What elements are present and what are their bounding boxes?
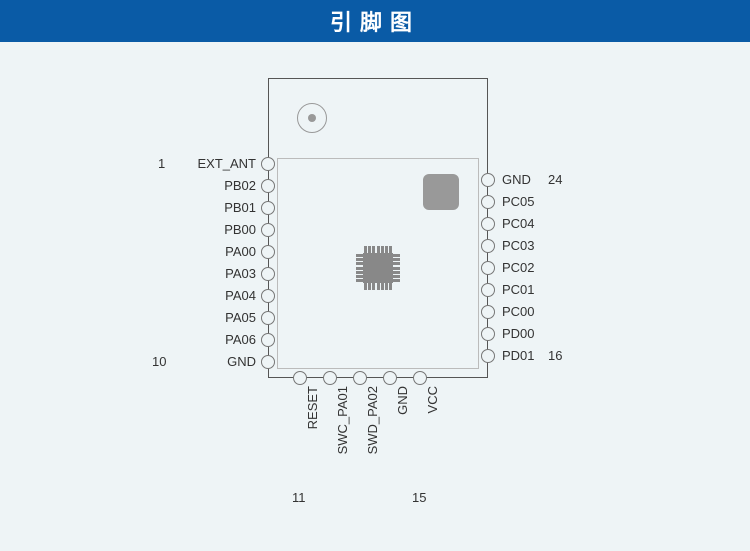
ic-pin [381, 246, 384, 253]
pin-nub-6 [261, 267, 275, 281]
pin-label-16: PD01 [502, 348, 535, 363]
pin-nub-14 [383, 371, 397, 385]
pin-label-21: PC03 [502, 238, 535, 253]
pin-nub-21 [481, 239, 495, 253]
pin-number-16: 16 [548, 348, 562, 363]
ic-pin [372, 246, 375, 253]
pin-nub-22 [481, 217, 495, 231]
ic-pin [372, 283, 375, 290]
pin-nub-12 [323, 371, 337, 385]
pin-label-24: GND [502, 172, 531, 187]
ic-pin [356, 258, 363, 261]
ic-pin [393, 254, 400, 257]
pin-nub-8 [261, 311, 275, 325]
ic-pin [385, 246, 388, 253]
pin-label-22: PC04 [502, 216, 535, 231]
ic-pin [393, 262, 400, 265]
pin-label-11: RESET [305, 386, 320, 458]
pin-number-1: 1 [158, 156, 165, 171]
ic-pin [356, 271, 363, 274]
pin-number-15: 15 [412, 490, 426, 505]
pin-nub-17 [481, 327, 495, 341]
pin-nub-3 [261, 201, 275, 215]
ic-pin [377, 246, 380, 253]
ic-pin [393, 271, 400, 274]
ic-pin [377, 283, 380, 290]
pin-label-5: PA00 [188, 244, 256, 259]
pin-nub-1 [261, 157, 275, 171]
pin-label-2: PB02 [188, 178, 256, 193]
pin-nub-18 [481, 305, 495, 319]
ic-pin [364, 283, 367, 290]
pin-nub-7 [261, 289, 275, 303]
antenna-dot [308, 114, 316, 122]
ic-pin [364, 246, 367, 253]
pin-label-8: PA05 [188, 310, 256, 325]
pin-nub-2 [261, 179, 275, 193]
pin-label-23: PC05 [502, 194, 535, 209]
ic-pin [356, 254, 363, 257]
pin-label-20: PC02 [502, 260, 535, 275]
pin-nub-20 [481, 261, 495, 275]
pin-label-10: GND [188, 354, 256, 369]
pin-nub-24 [481, 173, 495, 187]
pin-nub-16 [481, 349, 495, 363]
pin-number-10: 10 [152, 354, 166, 369]
shield-pad [423, 174, 459, 210]
ic-pin [356, 279, 363, 282]
ic-pin [368, 283, 371, 290]
pin-label-14: GND [395, 386, 410, 458]
ic-pin [356, 267, 363, 270]
pin-nub-4 [261, 223, 275, 237]
pin-label-6: PA03 [188, 266, 256, 281]
pin-nub-13 [353, 371, 367, 385]
ic-pin [356, 275, 363, 278]
pin-label-15: VCC [425, 386, 440, 458]
ic-pin [356, 262, 363, 265]
ic-pin [389, 246, 392, 253]
header: 引脚图 [0, 0, 750, 42]
pin-number-24: 24 [548, 172, 562, 187]
pin-nub-10 [261, 355, 275, 369]
ic-pin [393, 275, 400, 278]
ic-pin [393, 279, 400, 282]
ic-pin [389, 283, 392, 290]
pin-label-1: EXT_ANT [188, 156, 256, 171]
ic-pin [393, 267, 400, 270]
pin-nub-23 [481, 195, 495, 209]
pin-label-18: PC00 [502, 304, 535, 319]
pin-number-11: 11 [292, 490, 306, 505]
ic-pin [368, 246, 371, 253]
pin-nub-5 [261, 245, 275, 259]
pin-label-7: PA04 [188, 288, 256, 303]
pin-nub-19 [481, 283, 495, 297]
ic-pin [381, 283, 384, 290]
ic-pin [393, 258, 400, 261]
ic-body [363, 253, 393, 283]
pin-label-4: PB00 [188, 222, 256, 237]
pin-label-3: PB01 [188, 200, 256, 215]
pin-nub-9 [261, 333, 275, 347]
ic-pin [385, 283, 388, 290]
pin-label-19: PC01 [502, 282, 535, 297]
pin-nub-11 [293, 371, 307, 385]
header-title: 引脚图 [330, 5, 420, 37]
pin-label-12: SWC_PA01 [335, 386, 350, 458]
pin-label-13: SWD_PA02 [365, 386, 380, 458]
pin-label-17: PD00 [502, 326, 535, 341]
pin-nub-15 [413, 371, 427, 385]
pin-label-9: PA06 [188, 332, 256, 347]
